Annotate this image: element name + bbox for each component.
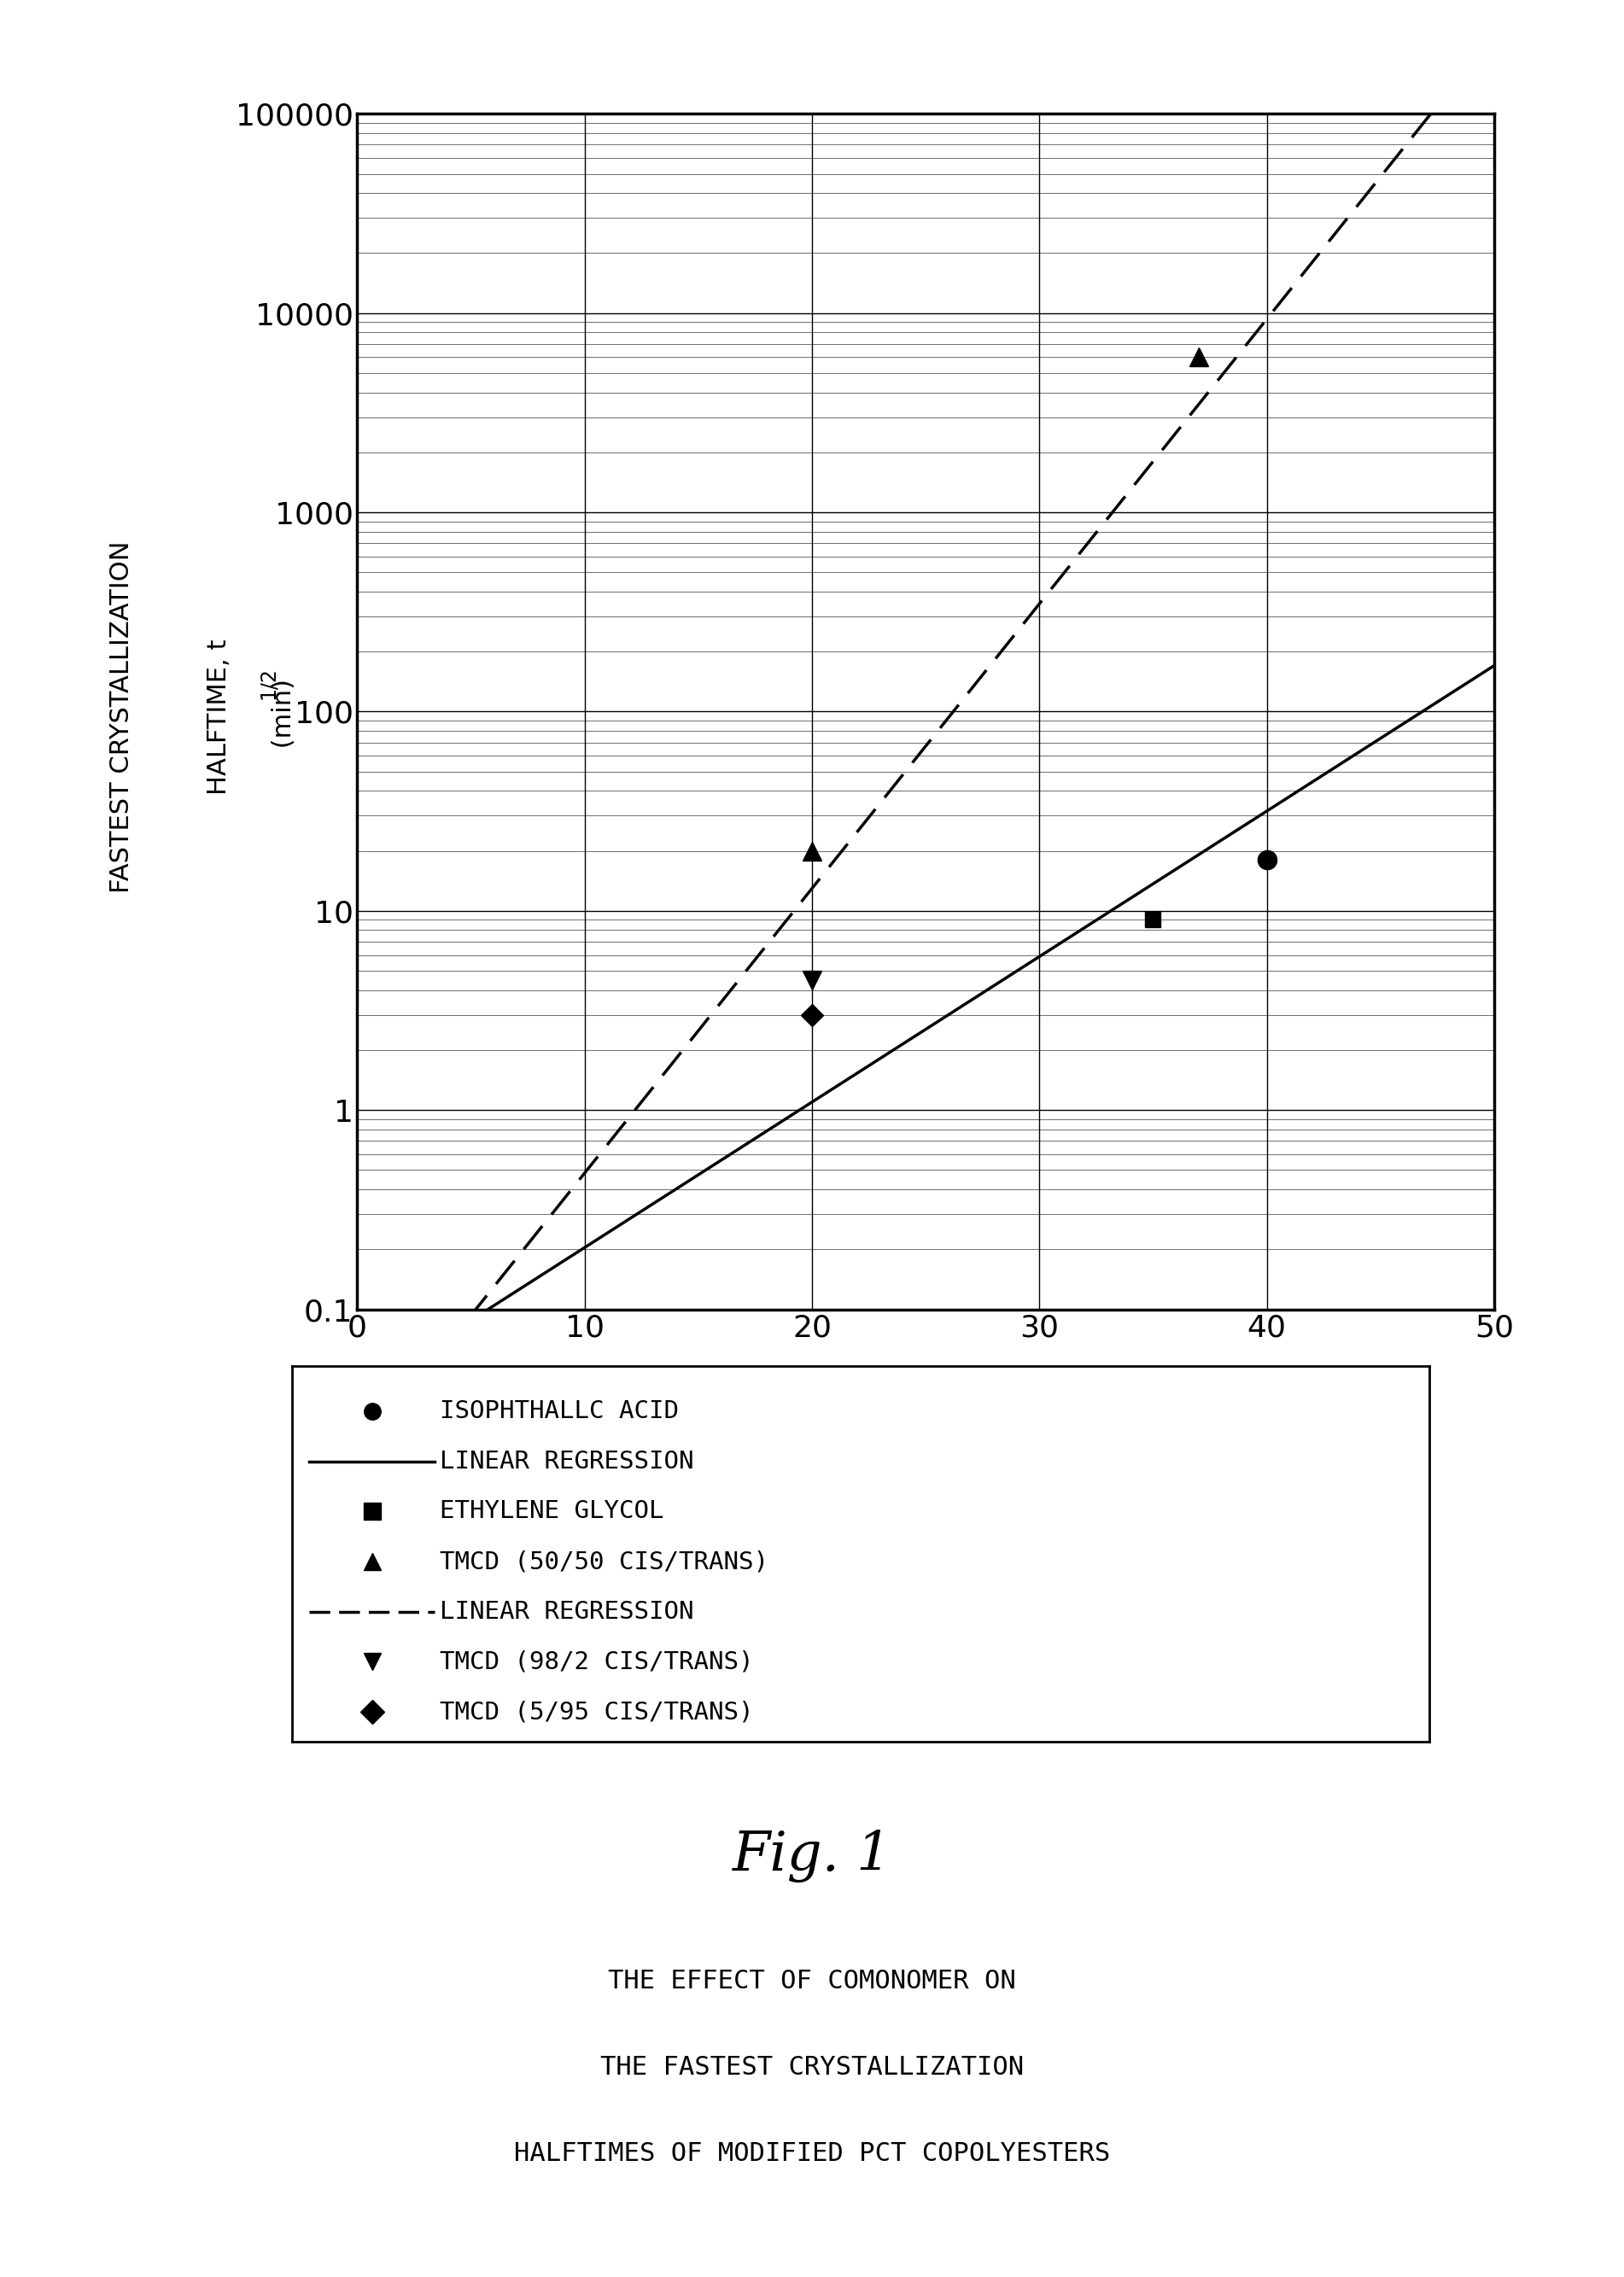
Text: LINEAR REGRESSION: LINEAR REGRESSION: [440, 1601, 693, 1624]
Text: LINEAR REGRESSION: LINEAR REGRESSION: [440, 1450, 693, 1473]
Text: TMCD (50/50 CIS/TRANS): TMCD (50/50 CIS/TRANS): [440, 1551, 768, 1573]
Text: TMCD (98/2 CIS/TRANS): TMCD (98/2 CIS/TRANS): [440, 1651, 754, 1674]
Text: Fig. 1: Fig. 1: [732, 1828, 892, 1883]
Text: HALFTIMES OF MODIFIED PCT COPOLYESTERS: HALFTIMES OF MODIFIED PCT COPOLYESTERS: [513, 2143, 1111, 2165]
Text: THE FASTEST CRYSTALLIZATION: THE FASTEST CRYSTALLIZATION: [601, 2056, 1023, 2079]
Text: ISOPHTHALLC ACID: ISOPHTHALLC ACID: [440, 1400, 679, 1423]
Text: HALFTIME, t: HALFTIME, t: [206, 640, 232, 795]
Text: (min): (min): [271, 679, 297, 756]
Text: ETHYLENE GLYCOL: ETHYLENE GLYCOL: [440, 1501, 664, 1523]
X-axis label: MOL% COMONOMER: MOL% COMONOMER: [742, 1366, 1109, 1403]
Text: FASTEST CRYSTALLIZATION: FASTEST CRYSTALLIZATION: [109, 542, 135, 893]
Text: TMCD (5/95 CIS/TRANS): TMCD (5/95 CIS/TRANS): [440, 1701, 754, 1724]
Text: THE EFFECT OF COMONOMER ON: THE EFFECT OF COMONOMER ON: [607, 1970, 1017, 1992]
Text: 1/2: 1/2: [258, 667, 278, 699]
